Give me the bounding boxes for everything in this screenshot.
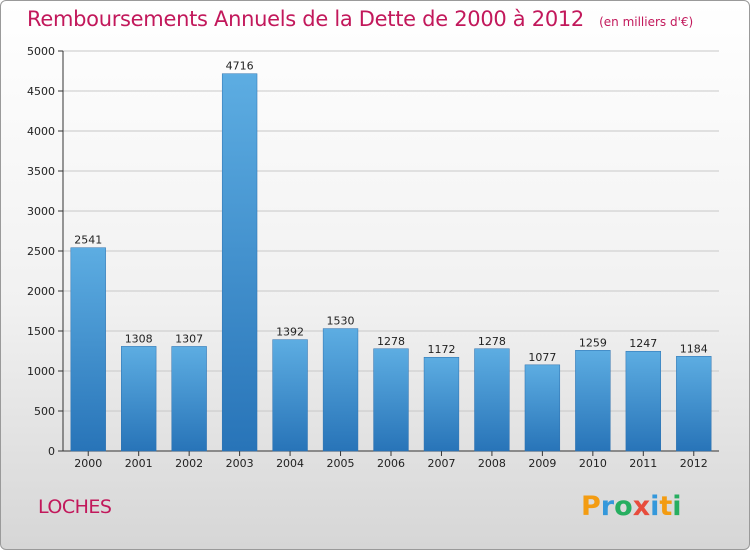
x-tick-label: 2007	[427, 457, 455, 470]
y-tick-label: 1500	[27, 325, 55, 338]
x-tick-label: 2009	[528, 457, 556, 470]
x-tick-label: 2001	[125, 457, 153, 470]
y-tick-label: 0	[48, 445, 55, 458]
bar	[575, 350, 611, 452]
y-tick-label: 4000	[27, 125, 55, 138]
bar	[373, 348, 409, 452]
bar-value-label: 1530	[327, 315, 355, 328]
logo-letter: i	[672, 491, 682, 522]
bar	[272, 339, 308, 452]
bar-value-label: 1308	[125, 332, 153, 345]
bar	[171, 346, 207, 452]
x-tick-label: 2012	[680, 457, 708, 470]
x-tick-label: 2000	[74, 457, 102, 470]
chart-title-main: Remboursements Annuels de la Dette de 20…	[27, 7, 584, 31]
bar-value-label: 1172	[427, 343, 455, 356]
bar	[70, 247, 106, 452]
y-tick-label: 2000	[27, 285, 55, 298]
label-layer: 0 500 1000 1500 2000 2500 3000 3500 4000 4500 5000…	[27, 45, 708, 470]
bar-value-label: 1392	[276, 326, 304, 339]
x-tick-label: 2008	[478, 457, 506, 470]
bar-value-label: 1247	[629, 337, 657, 350]
x-tick-label: 2011	[629, 457, 657, 470]
y-tick-label: 3000	[27, 205, 55, 218]
bar	[524, 364, 561, 452]
logo-letter: r	[600, 491, 615, 522]
bar-value-label: 1184	[680, 342, 708, 355]
logo-letter: P	[581, 491, 601, 522]
bar-value-label: 1307	[175, 332, 203, 345]
y-tick-label: 3500	[27, 165, 55, 178]
y-tick-label: 2500	[27, 245, 55, 258]
x-tick-label: 2010	[579, 457, 607, 470]
bar-layer	[70, 73, 712, 452]
chart-subtitle: (en milliers d'€)	[599, 15, 694, 29]
x-tick-label: 2002	[175, 457, 203, 470]
proxiti-logo[interactable]: Proxiti	[581, 491, 682, 522]
chart-title: Remboursements Annuels de la Dette de 20…	[27, 7, 693, 31]
bar-value-label: 2541	[74, 234, 102, 247]
city-name: LOCHES	[38, 496, 112, 518]
x-tick-label: 2004	[276, 457, 304, 470]
bar	[221, 73, 258, 452]
logo-letter: x	[632, 491, 651, 522]
x-tick-label: 2003	[226, 457, 254, 470]
bar-value-label: 1278	[478, 335, 506, 348]
y-tick-label: 4500	[27, 85, 55, 98]
bar	[676, 356, 712, 452]
bar	[474, 348, 510, 452]
x-tick-label: 2005	[327, 457, 355, 470]
bar-value-label: 1259	[579, 336, 607, 349]
y-tick-label: 1000	[27, 365, 55, 378]
bar-value-label: 1278	[377, 335, 405, 348]
bar	[322, 328, 359, 452]
y-tick-label: 5000	[27, 45, 55, 58]
logo-letter: t	[659, 491, 673, 522]
bar	[121, 346, 157, 452]
bar	[625, 350, 661, 452]
y-tick-label: 500	[34, 405, 55, 418]
bar	[423, 356, 460, 452]
logo-letter: i	[650, 491, 660, 522]
logo-letter: o	[614, 491, 633, 522]
x-tick-label: 2006	[377, 457, 405, 470]
bar-value-label: 1077	[528, 351, 556, 364]
bar-value-label: 4716	[226, 60, 254, 73]
